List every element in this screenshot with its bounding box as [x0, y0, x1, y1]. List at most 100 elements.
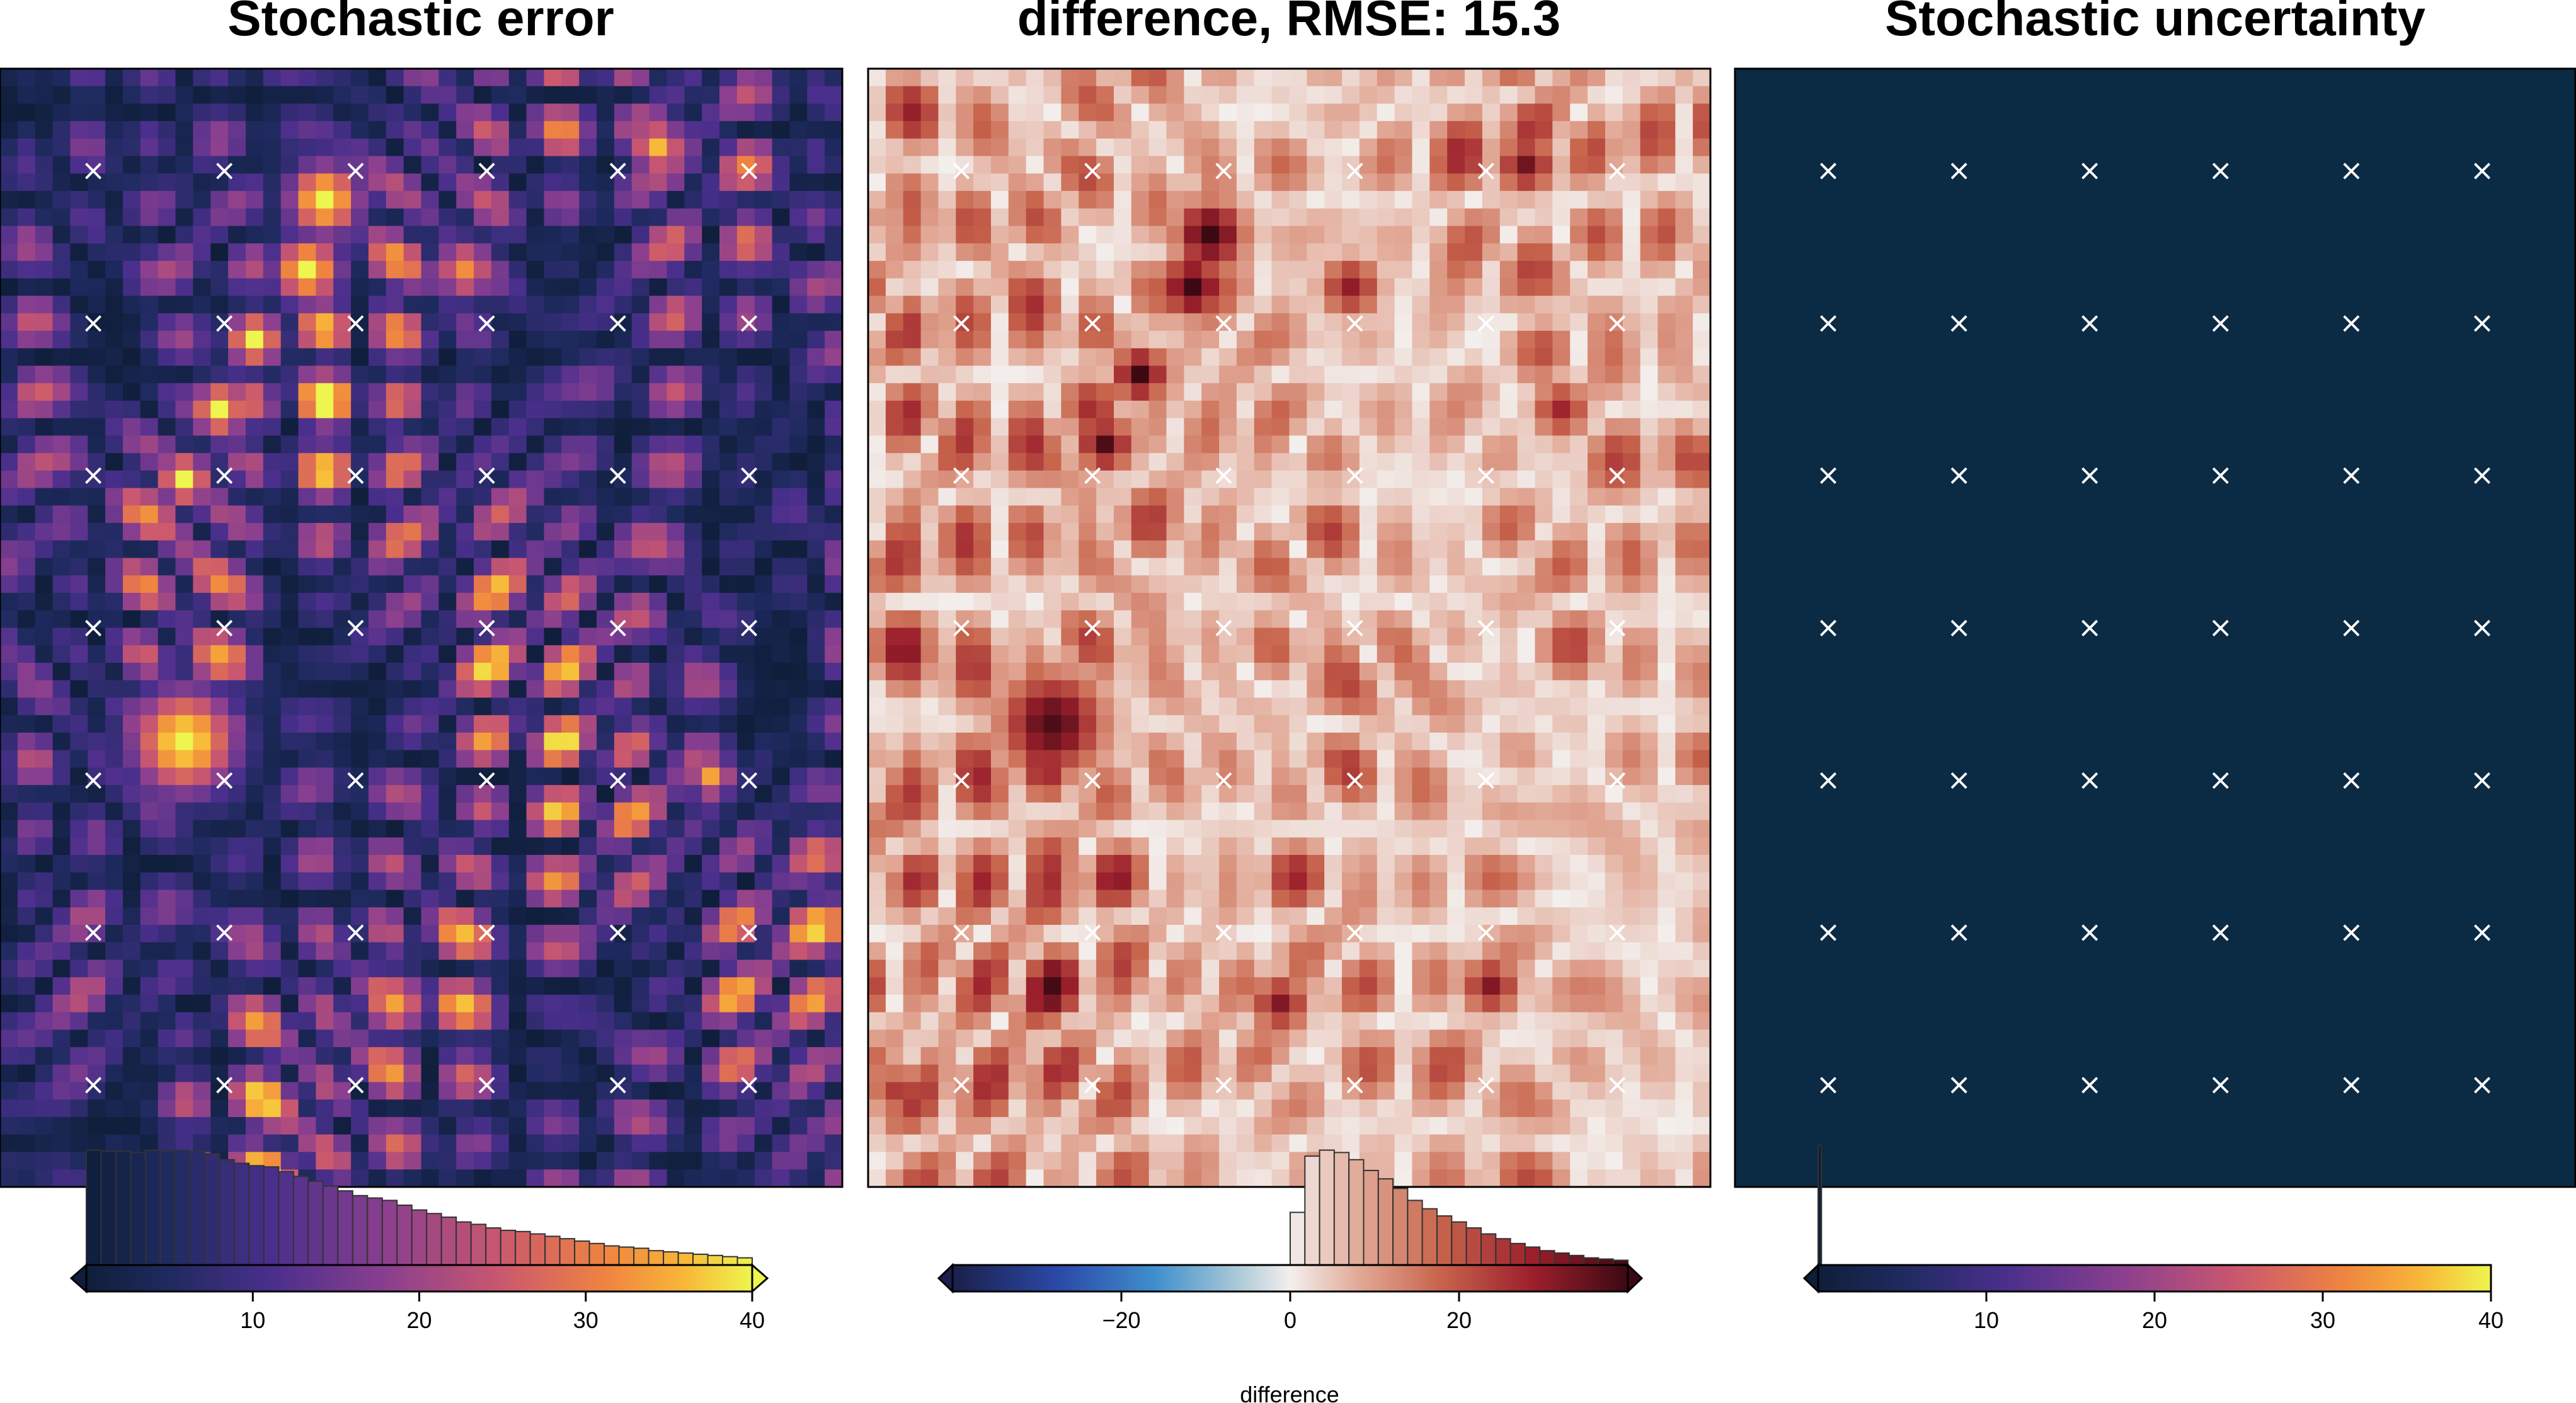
heatmap-image	[868, 69, 1710, 1187]
marker-x: ×	[1947, 610, 1971, 644]
value-histogram	[86, 1149, 753, 1266]
marker-x: ×	[474, 915, 499, 949]
marker-x: ×	[2339, 762, 2364, 796]
marker-x: ×	[212, 153, 237, 187]
histogram-bar	[411, 1209, 428, 1266]
colorbar-ramp	[951, 1264, 1629, 1293]
marker-x: ×	[2339, 1067, 2364, 1101]
histogram-bar	[515, 1230, 531, 1266]
histogram-bar	[1377, 1178, 1394, 1266]
histogram-bar	[648, 1250, 665, 1266]
marker-x: ×	[2470, 153, 2495, 187]
value-histogram	[1290, 1149, 1629, 1266]
histogram-bar	[278, 1171, 294, 1266]
colorbar-tick-label: 10	[240, 1307, 265, 1333]
marker-x: ×	[1816, 762, 1841, 796]
marker-x: ×	[343, 915, 368, 949]
colorbar-extend-high	[751, 1263, 769, 1294]
histogram-bar	[455, 1221, 472, 1266]
marker-x: ×	[2078, 610, 2102, 644]
histogram-bar	[677, 1252, 694, 1266]
marker-x: ×	[1605, 153, 1630, 187]
marker-x: ×	[81, 610, 106, 644]
histogram-bar	[100, 1150, 117, 1266]
marker-x: ×	[474, 762, 499, 796]
panel-difference: difference, RMSE: 15.3 × × × × × ×× × × × × ×× × × × ×…	[867, 0, 1712, 1403]
marker-x: ×	[2470, 1067, 2495, 1101]
marker-x: ×	[1342, 306, 1367, 340]
marker-x: ×	[1080, 306, 1105, 340]
histogram-bar	[233, 1162, 250, 1266]
histogram-bar	[381, 1200, 398, 1266]
marker-x: ×	[1474, 1067, 1499, 1101]
colorbar-label: difference	[1240, 1382, 1339, 1403]
histogram-bar	[159, 1150, 176, 1266]
marker-x: ×	[212, 306, 237, 340]
marker-x: ×	[343, 458, 368, 492]
colorbar-ticks: −20 0 20	[1102, 1291, 1472, 1333]
marker-x: ×	[1342, 610, 1367, 644]
marker-x: ×	[1816, 1067, 1841, 1101]
histogram-bar	[189, 1150, 205, 1266]
marker-x: ×	[1947, 153, 1971, 187]
marker-x: ×	[2339, 610, 2364, 644]
marker-x: ×	[81, 458, 106, 492]
histogram-bar	[559, 1238, 576, 1266]
marker-x: ×	[2339, 458, 2364, 492]
marker-x: ×	[1342, 1067, 1367, 1101]
marker-x: ×	[1080, 1067, 1105, 1101]
marker-x: ×	[606, 610, 631, 644]
marker-x: ×	[1342, 762, 1367, 796]
colorbar-tick-label: 30	[2310, 1307, 2335, 1333]
marker-x: ×	[2339, 915, 2364, 949]
marker-x: ×	[1947, 915, 1971, 949]
marker-x: ×	[2209, 762, 2233, 796]
marker-x: ×	[1947, 762, 1971, 796]
histogram-bar	[145, 1149, 161, 1266]
histogram-bar	[322, 1185, 339, 1266]
histogram-bar	[633, 1247, 650, 1266]
colorbar: 10 20 30 40	[1802, 1145, 2504, 1333]
marker-x: ×	[343, 1067, 368, 1101]
marker-x: ×	[81, 153, 106, 187]
marker-x: ×	[1605, 306, 1630, 340]
marker-x: ×	[1211, 915, 1236, 949]
marker-x: ×	[1080, 762, 1105, 796]
marker-x: ×	[606, 458, 631, 492]
histogram-bar	[1818, 1145, 1823, 1266]
panel-stochastic-uncertainty: Stochastic uncertainty × × × × × ×× × × × × ×× × × × ×…	[1734, 0, 2576, 1333]
marker-x: ×	[2209, 306, 2233, 340]
marker-x: ×	[1474, 762, 1499, 796]
histogram-bar	[500, 1229, 517, 1266]
marker-x: ×	[1605, 458, 1630, 492]
colorbar-ramp	[1817, 1264, 2492, 1293]
histogram-bar	[352, 1194, 369, 1266]
colorbar-extend-low	[69, 1263, 88, 1294]
histogram-bar	[1421, 1208, 1438, 1266]
marker-x: ×	[1211, 153, 1236, 187]
histogram-bar	[367, 1197, 383, 1266]
marker-x: ×	[1080, 458, 1105, 492]
marker-x: ×	[1947, 458, 1971, 492]
marker-x: ×	[1474, 153, 1499, 187]
marker-x: ×	[2078, 915, 2102, 949]
marker-x: ×	[81, 306, 106, 340]
marker-x: ×	[737, 915, 762, 949]
marker-x: ×	[737, 153, 762, 187]
marker-x: ×	[1605, 915, 1630, 949]
marker-x: ×	[2209, 915, 2233, 949]
histogram-bar	[544, 1235, 561, 1266]
histogram-bar	[736, 1257, 753, 1266]
colorbar-tick-label: 0	[1284, 1307, 1297, 1333]
marker-x: ×	[1605, 762, 1630, 796]
histogram-bar	[174, 1149, 191, 1266]
histogram-bar	[426, 1213, 442, 1266]
marker-x: ×	[2339, 153, 2364, 187]
colorbar-ramp	[85, 1264, 753, 1293]
histogram-bar	[86, 1149, 102, 1266]
histogram-bar	[1392, 1188, 1409, 1266]
marker-x: ×	[81, 762, 106, 796]
colorbar-tick-label: 20	[2142, 1307, 2167, 1333]
histogram-bar	[396, 1205, 413, 1266]
marker-x: ×	[949, 762, 974, 796]
